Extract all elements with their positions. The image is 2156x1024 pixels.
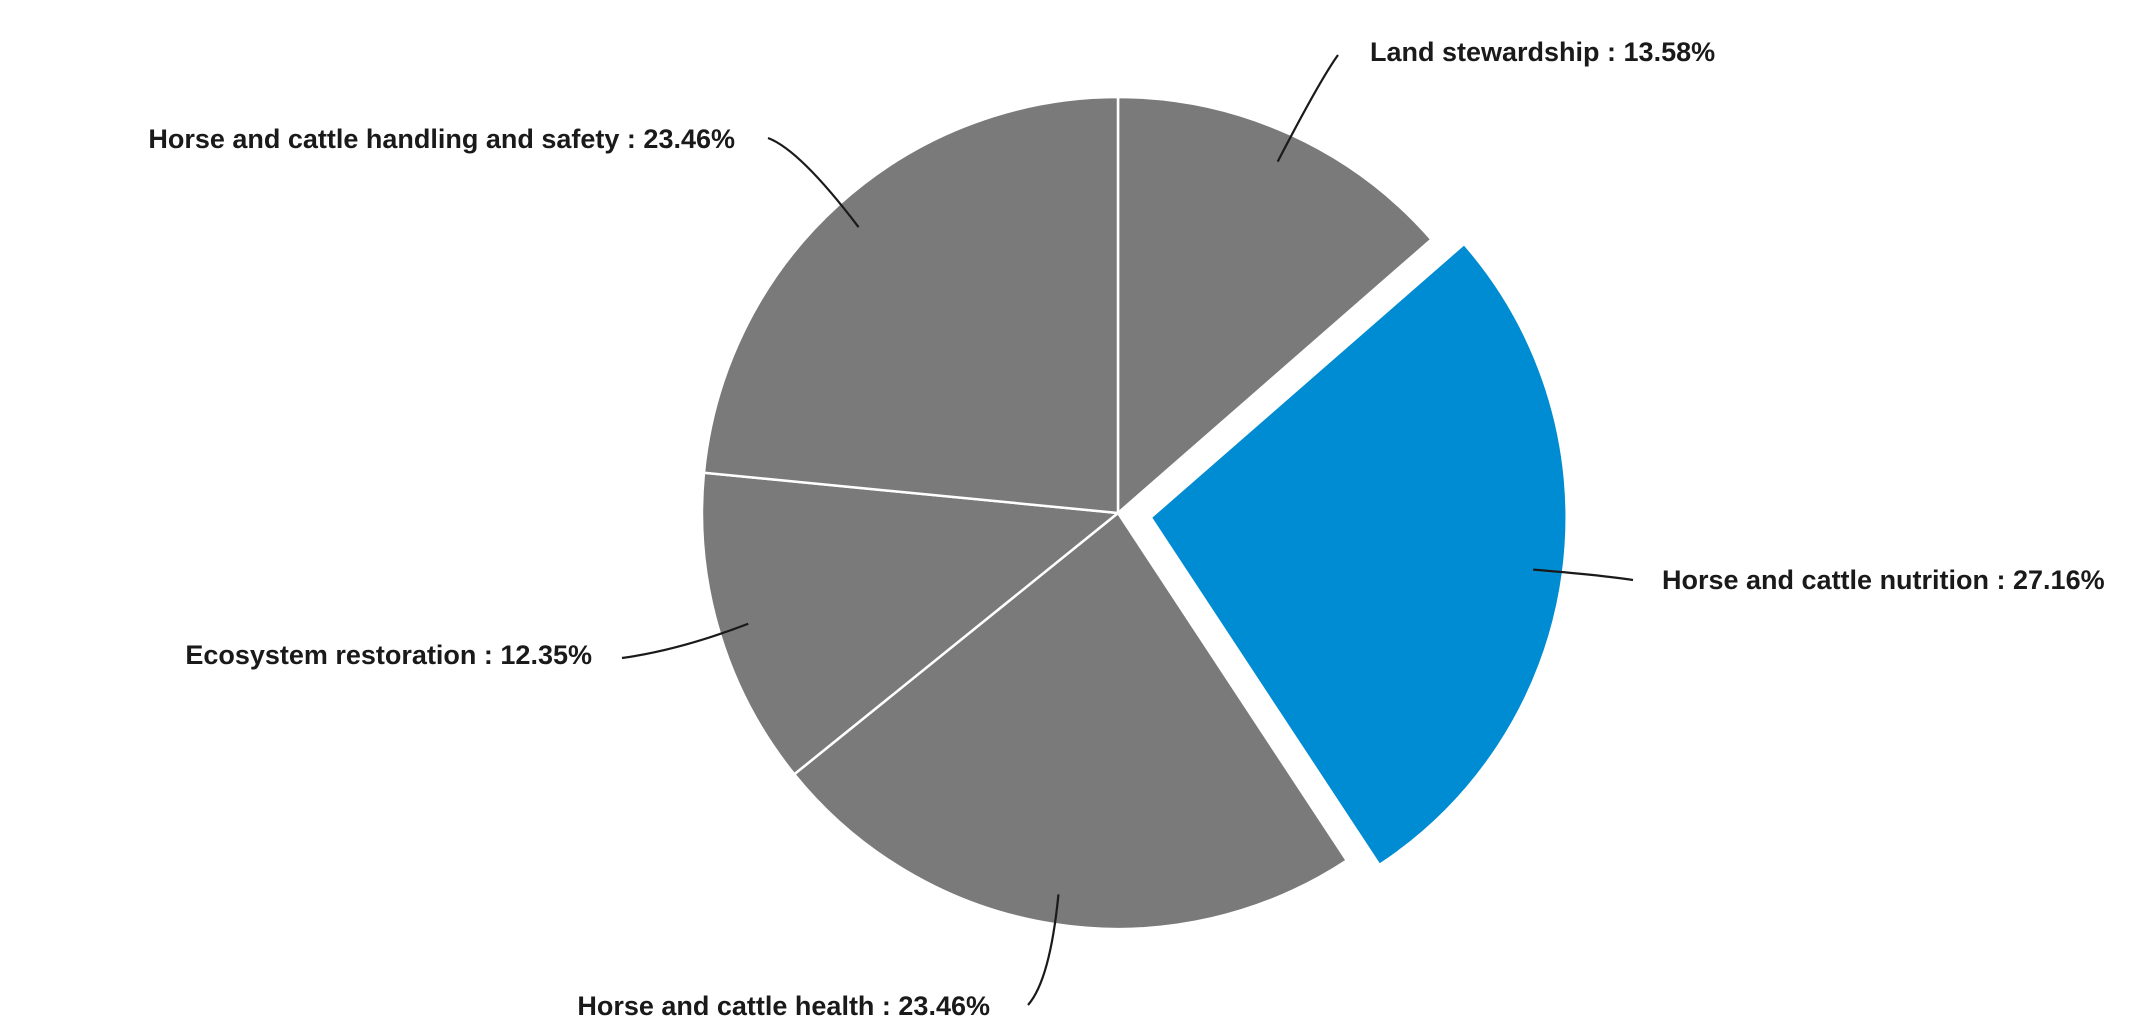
pie-slice-ecosystem-restoration	[700, 471, 1120, 776]
slice-label: Ecosystem restoration : 12.35%	[185, 640, 592, 670]
leader-line	[1027, 894, 1060, 1006]
leader-line	[1533, 568, 1634, 582]
slice-label: Horse and cattle nutrition : 27.16%	[1662, 565, 2105, 595]
slice-label: Horse and cattle health : 23.46%	[577, 991, 990, 1021]
pie-slice-land-stewardship	[1116, 95, 1433, 515]
leader-lines	[621, 54, 1634, 1006]
pie-slices	[700, 95, 1568, 931]
leader-line	[767, 136, 860, 228]
leader-line	[621, 622, 749, 660]
slice-label: Land stewardship : 13.58%	[1370, 37, 1715, 67]
pie-slice-horse-and-cattle-handling-and-safety	[702, 95, 1120, 515]
slice-labels: Land stewardship : 13.58% Horse and cattl…	[148, 37, 2104, 1021]
leader-line	[1276, 54, 1339, 163]
slice-label: Horse and cattle handling and safety : 2…	[148, 124, 735, 154]
pie-slice-horse-and-cattle-nutrition	[1149, 242, 1568, 867]
